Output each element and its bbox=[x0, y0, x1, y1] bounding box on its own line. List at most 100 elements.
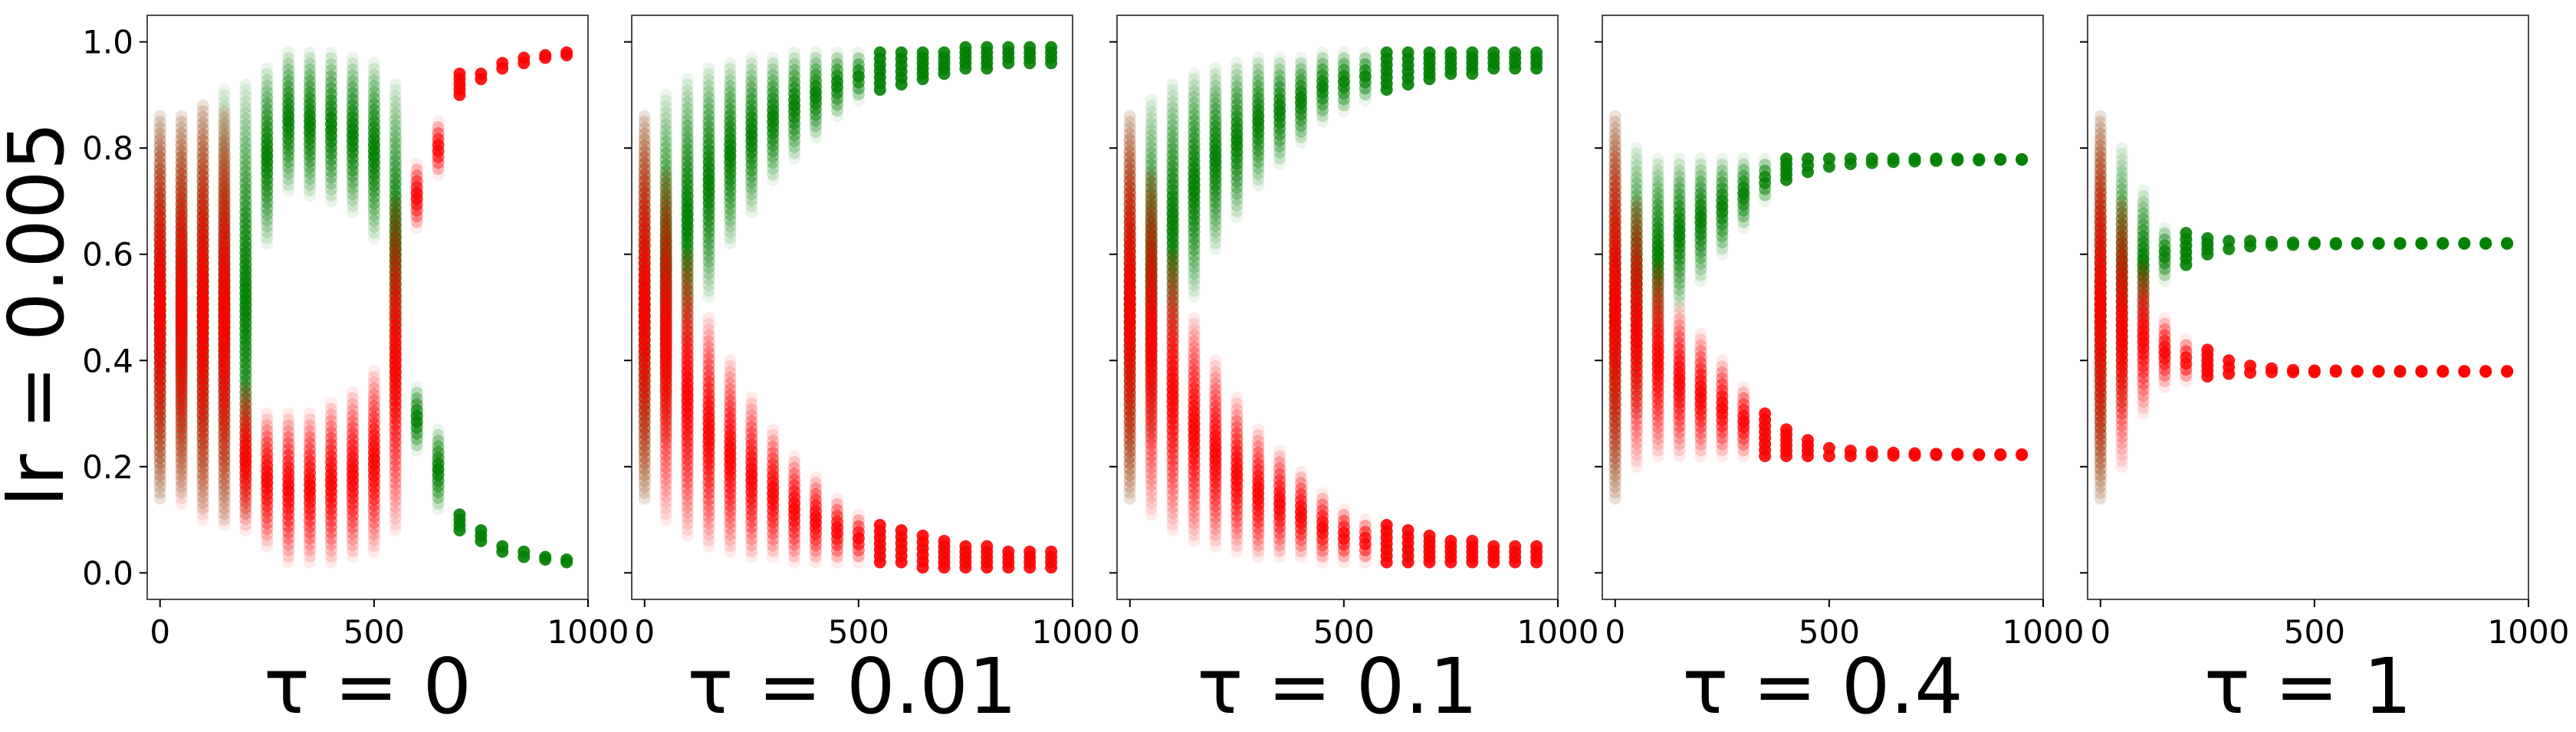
scatter-point bbox=[282, 413, 295, 426]
scatter-point bbox=[2308, 364, 2321, 377]
figure-ylabel: lr = 0.005 bbox=[0, 122, 81, 507]
scatter-point bbox=[304, 538, 317, 551]
scatter-point bbox=[681, 126, 694, 138]
scatter-point bbox=[175, 468, 188, 481]
scatter-point bbox=[659, 141, 672, 154]
scatter-point bbox=[218, 186, 231, 199]
scatter-point bbox=[745, 87, 758, 100]
scatter-point bbox=[282, 52, 295, 64]
scatter-point bbox=[702, 80, 715, 93]
scatter-point bbox=[261, 62, 274, 75]
scatter-point bbox=[196, 467, 209, 480]
scatter-point bbox=[325, 409, 337, 422]
scatter-point bbox=[1487, 540, 1500, 553]
scatter-point bbox=[218, 140, 231, 153]
scatter-point bbox=[239, 78, 252, 91]
scatter-point bbox=[938, 534, 951, 547]
scatter-point bbox=[218, 110, 231, 123]
scatter-point bbox=[175, 215, 188, 228]
scatter-point bbox=[218, 84, 231, 96]
scatter-point bbox=[1359, 46, 1372, 59]
scatter-point bbox=[347, 409, 359, 422]
scatter-point bbox=[681, 137, 694, 150]
scatter-point bbox=[153, 169, 166, 182]
scatter-point bbox=[153, 410, 166, 422]
scatter-point bbox=[261, 80, 274, 93]
scatter-point bbox=[196, 140, 209, 153]
scatter-point bbox=[261, 74, 274, 87]
scatter-point bbox=[325, 171, 337, 184]
scatter-point bbox=[367, 86, 380, 99]
scatter-point bbox=[1423, 46, 1436, 59]
scatter-point bbox=[2287, 363, 2299, 376]
scatter-point bbox=[745, 188, 758, 201]
scatter-point bbox=[638, 486, 651, 499]
scatter-point bbox=[1316, 487, 1329, 500]
scatter-point bbox=[724, 62, 737, 75]
scatter-point bbox=[196, 111, 209, 123]
scatter-point bbox=[304, 172, 317, 185]
scatter-point bbox=[196, 187, 209, 200]
scatter-point bbox=[153, 422, 166, 435]
scatter-point bbox=[196, 117, 209, 130]
scatter-point bbox=[432, 440, 445, 453]
scatter-point bbox=[175, 174, 188, 187]
scatter-point bbox=[196, 507, 209, 520]
scatter-point bbox=[218, 199, 231, 212]
x-tick-label: 1000 bbox=[1517, 613, 1599, 651]
scatter-point bbox=[916, 46, 929, 59]
scatter-point bbox=[196, 128, 209, 141]
scatter-point bbox=[153, 180, 166, 193]
scatter-point bbox=[196, 414, 209, 427]
scatter-point bbox=[196, 123, 209, 136]
scatter-point bbox=[175, 464, 188, 477]
scatter-point bbox=[196, 157, 209, 170]
scatter-point bbox=[261, 97, 274, 110]
scatter-point bbox=[2115, 142, 2128, 155]
scatter-point bbox=[196, 484, 209, 497]
scatter-point bbox=[2501, 237, 2514, 250]
scatter-point bbox=[1188, 67, 1201, 80]
scatter-point bbox=[196, 485, 209, 498]
scatter-point bbox=[218, 146, 231, 158]
scatter-point bbox=[196, 117, 209, 130]
scatter-point bbox=[702, 311, 715, 324]
scatter-point bbox=[367, 92, 380, 105]
scatter-point bbox=[724, 220, 737, 233]
scatter-point bbox=[2223, 235, 2236, 248]
scatter-point bbox=[895, 46, 908, 59]
scatter-point bbox=[367, 220, 380, 233]
y-tick-label: 0.0 bbox=[82, 554, 133, 592]
x-tick-label: 0 bbox=[150, 613, 170, 651]
scatter-point bbox=[681, 120, 694, 133]
scatter-point bbox=[367, 80, 380, 93]
scatter-point bbox=[196, 479, 209, 492]
scatter-point bbox=[1024, 41, 1037, 54]
scatter-point bbox=[175, 475, 188, 488]
scatter-point bbox=[153, 122, 166, 134]
scatter-point bbox=[659, 147, 672, 160]
scatter-point bbox=[347, 75, 359, 88]
scatter-point bbox=[196, 421, 209, 434]
scatter-point bbox=[282, 75, 295, 87]
scatter-point bbox=[153, 198, 166, 211]
scatter-point bbox=[638, 428, 651, 440]
scatter-point bbox=[261, 430, 274, 443]
scatter-point bbox=[325, 165, 337, 178]
scatter-point bbox=[218, 95, 231, 108]
scatter-point bbox=[638, 415, 651, 428]
scatter-point bbox=[175, 139, 188, 152]
scatter-point bbox=[325, 177, 337, 190]
scatter-point bbox=[175, 446, 188, 459]
scatter-point bbox=[518, 51, 531, 64]
scatter-point bbox=[681, 143, 694, 156]
scatter-point bbox=[659, 118, 672, 131]
y-tick-label: 0.4 bbox=[82, 342, 133, 379]
scatter-point bbox=[389, 136, 402, 149]
scatter-point bbox=[347, 427, 359, 440]
scatter-point bbox=[196, 496, 209, 509]
scatter-point bbox=[638, 145, 651, 158]
scatter-point bbox=[681, 90, 694, 103]
scatter-point bbox=[196, 491, 209, 504]
scatter-point bbox=[218, 182, 231, 195]
